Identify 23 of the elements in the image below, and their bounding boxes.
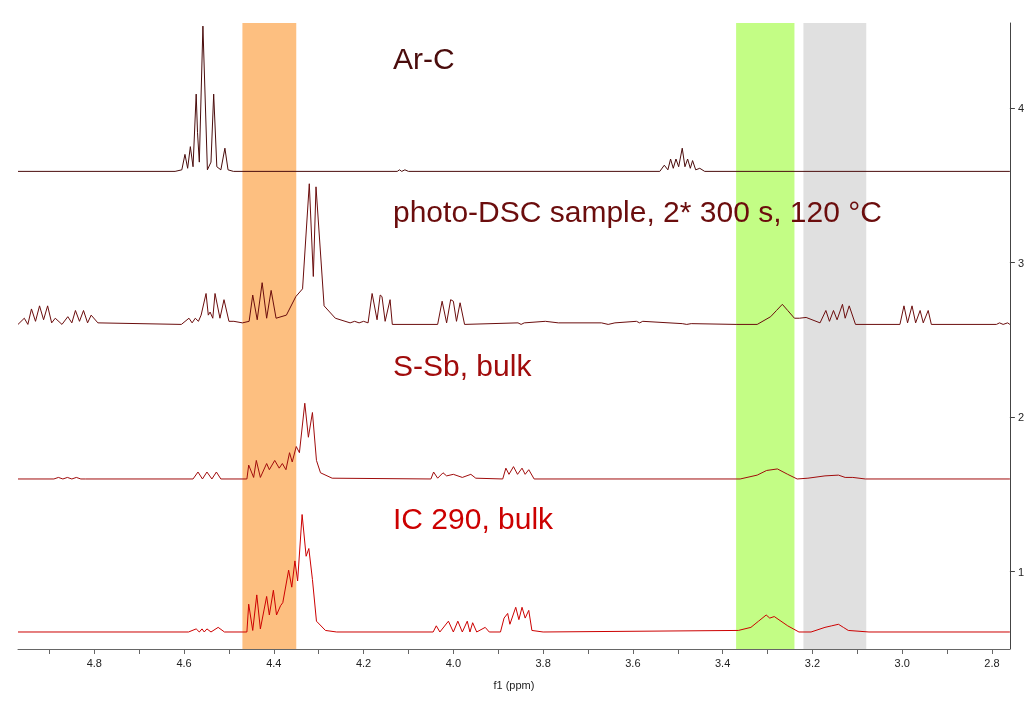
text: Ar-C [393,41,455,75]
x-tick-label: 4.4 [266,656,282,669]
x-tick-label: 3.4 [714,656,731,669]
x-tick-label: 3.8 [535,656,551,669]
x-tick-label: 4.8 [86,656,102,669]
y-tick-label: 1 [1017,565,1025,578]
text: IC 290, bulk [393,502,555,536]
x-tick-label: 2.8 [984,656,1000,669]
line-series [17,402,1011,480]
y-tick-label: 2 [1017,411,1025,424]
text: photo-DSC sample, 2* 300 s, 120 °C [393,194,882,228]
x-tick-label: 3.6 [625,656,641,669]
x-axis-title: f1 (ppm) [493,678,535,691]
x-tick-label: 4.6 [176,656,192,669]
x-tick-label: 3.0 [894,656,910,669]
y-tick-label: 4 [1017,102,1025,115]
x-tick-label: 4.0 [445,656,461,669]
y-tick-label: 3 [1017,256,1025,269]
x-tick-label: 3.2 [804,656,821,669]
text: S-Sb, bulk [393,349,533,383]
line-series [17,183,1011,325]
x-tick-label: 4.2 [355,656,372,669]
line-series [17,25,1011,172]
